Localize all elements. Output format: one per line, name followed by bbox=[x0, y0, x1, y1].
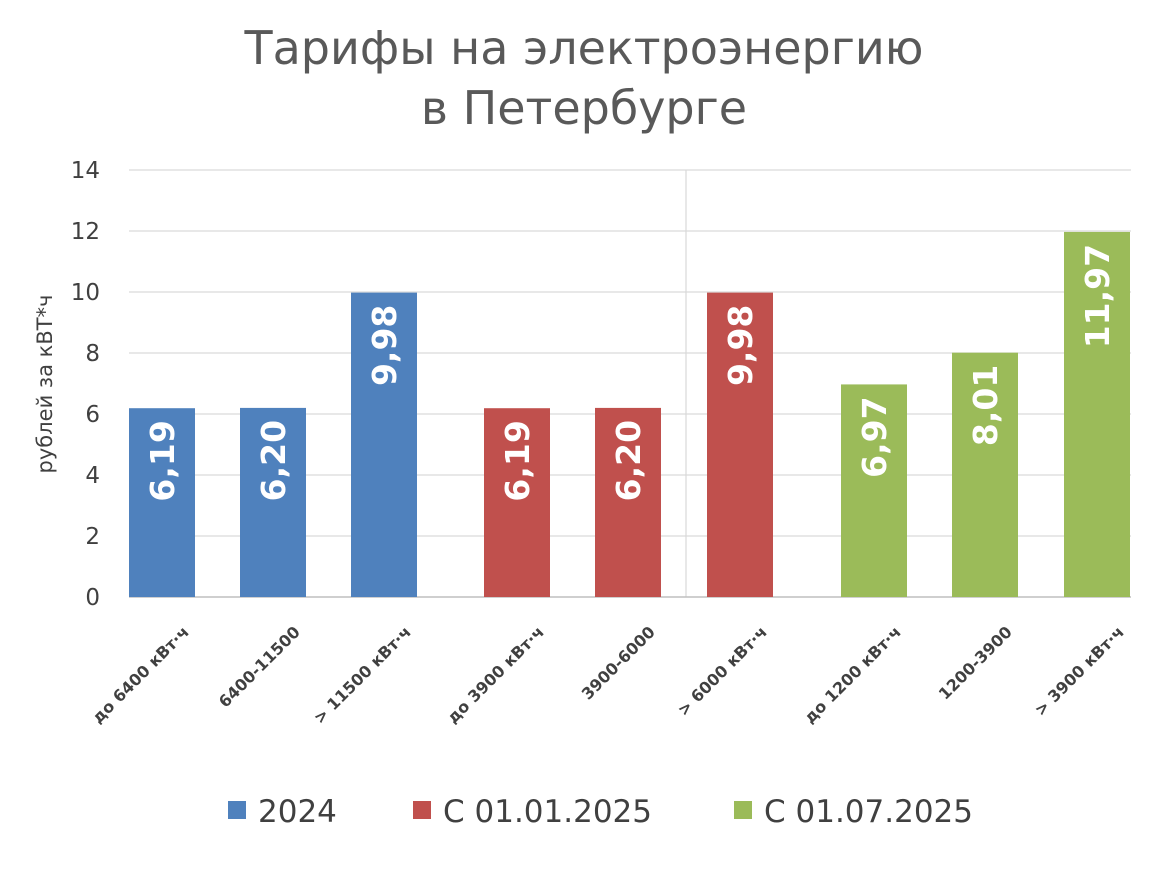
data-label: 6,97 bbox=[855, 396, 894, 477]
x-tick-label: до 3900 кВт·ч bbox=[443, 622, 548, 727]
bar bbox=[240, 407, 306, 597]
x-tick-label: > 6000 кВт·ч bbox=[674, 622, 771, 719]
chart-title-line: в Петербурге bbox=[421, 81, 747, 135]
chart-title-line: Тарифы на электроэнергию bbox=[243, 21, 923, 75]
x-tick-label: до 1200 кВт·ч bbox=[800, 622, 905, 727]
data-label: 6,19 bbox=[498, 420, 537, 501]
data-label: 6,20 bbox=[254, 420, 293, 501]
data-label: 9,98 bbox=[721, 305, 760, 386]
data-label: 9,98 bbox=[365, 305, 404, 386]
bar bbox=[841, 384, 907, 597]
y-tick-label: 6 bbox=[85, 402, 100, 428]
y-tick-label: 2 bbox=[85, 524, 100, 550]
x-tick-label: 1200-3900 bbox=[935, 622, 1016, 703]
legend-item: С 01.01.2025 bbox=[413, 794, 652, 830]
bar bbox=[129, 408, 195, 597]
legend-label: С 01.07.2025 bbox=[764, 794, 973, 830]
y-tick-label: 4 bbox=[85, 463, 100, 489]
legend-label: 2024 bbox=[258, 794, 337, 830]
data-label: 8,01 bbox=[966, 365, 1005, 446]
bar bbox=[952, 352, 1018, 597]
x-tick-label: > 3900 кВт·ч bbox=[1031, 622, 1128, 719]
legend: 2024 С 01.01.2025 С 01.07.2025 bbox=[228, 794, 973, 830]
bar bbox=[595, 407, 661, 597]
y-tick-label: 8 bbox=[85, 341, 100, 367]
x-tick-label: до 6400 кВт·ч bbox=[88, 622, 193, 727]
bar bbox=[707, 292, 773, 597]
y-tick-label: 14 bbox=[71, 158, 100, 184]
y-tick-label: 12 bbox=[71, 219, 100, 245]
y-axis-label: рублей за кВТ*ч bbox=[33, 295, 57, 474]
x-tick-label: > 11500 кВт·ч bbox=[310, 622, 415, 727]
bar bbox=[1064, 231, 1130, 598]
x-tick-label: 6400-11500 bbox=[215, 622, 304, 711]
y-tick-label: 0 bbox=[85, 585, 100, 611]
data-label: 11,97 bbox=[1078, 244, 1117, 348]
chart-title: Тарифы на электроэнергию в Петербурге bbox=[243, 21, 923, 135]
x-tick-label: 3900-6000 bbox=[578, 622, 659, 703]
legend-label: С 01.01.2025 bbox=[443, 794, 652, 830]
legend-swatch bbox=[413, 801, 431, 819]
data-label: 6,19 bbox=[143, 420, 182, 501]
legend-swatch bbox=[228, 801, 246, 819]
bar bbox=[351, 292, 417, 597]
bar bbox=[484, 408, 550, 597]
y-tick-label: 10 bbox=[71, 280, 100, 306]
legend-swatch bbox=[734, 801, 752, 819]
legend-item: С 01.07.2025 bbox=[734, 794, 973, 830]
data-label: 6,20 bbox=[609, 420, 648, 501]
legend-item: 2024 bbox=[228, 794, 337, 830]
